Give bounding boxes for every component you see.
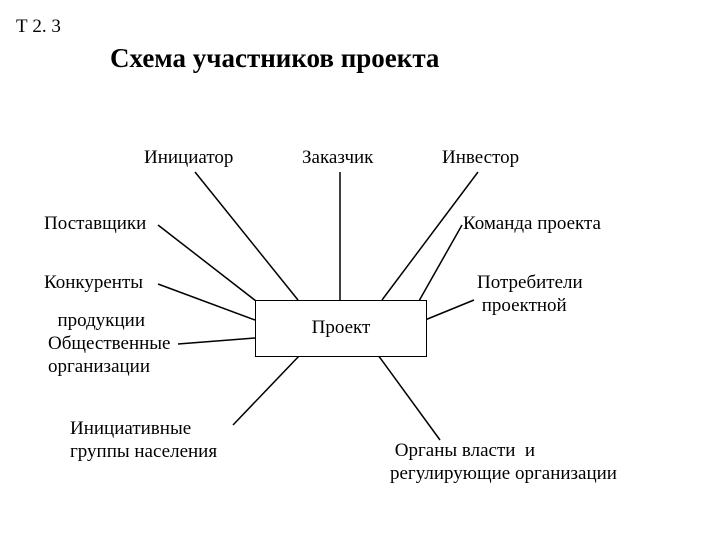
node-products: продукции Общественные организации [48, 310, 171, 378]
node-investor: Инвестор [442, 147, 519, 170]
diagram-canvas: Т 2. 3 Схема участников проекта Проект И… [0, 0, 720, 540]
node-initiator: Инициатор [144, 147, 233, 170]
center-box: Проект [255, 300, 427, 357]
node-init-groups: Инициативные группы населения [70, 418, 217, 464]
node-suppliers: Поставщики [44, 213, 146, 236]
node-competitors: Конкуренты [44, 272, 143, 295]
node-consumers: Потребители проектной [477, 272, 583, 318]
page-code: Т 2. 3 [16, 16, 61, 39]
page-title: Схема участников проекта [110, 42, 439, 74]
node-authorities: Органы власти и регулирующие организации [390, 440, 617, 486]
center-label: Проект [312, 317, 371, 340]
node-customer: Заказчик [302, 147, 373, 170]
node-team: Команда проекта [463, 213, 601, 236]
